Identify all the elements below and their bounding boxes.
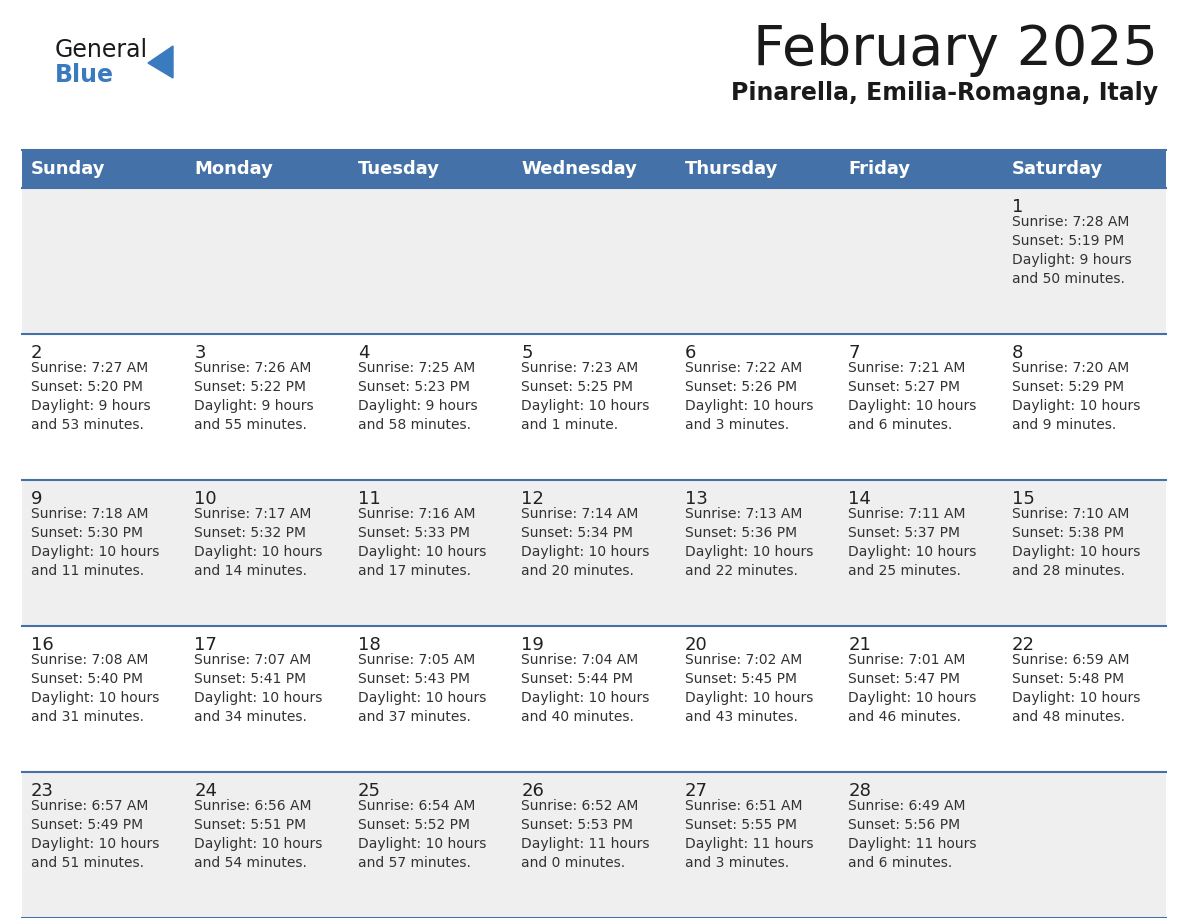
Bar [23, 188, 1165, 334]
Polygon shape [148, 46, 173, 78]
Text: 4: 4 [358, 344, 369, 362]
Text: 16: 16 [31, 636, 53, 654]
Text: 24: 24 [195, 782, 217, 800]
Text: 18: 18 [358, 636, 380, 654]
Text: Sunrise: 7:02 AM
Sunset: 5:45 PM
Daylight: 10 hours
and 43 minutes.: Sunrise: 7:02 AM Sunset: 5:45 PM Dayligh… [684, 653, 813, 724]
Bar [23, 150, 185, 188]
Text: Sunrise: 7:05 AM
Sunset: 5:43 PM
Daylight: 10 hours
and 37 minutes.: Sunrise: 7:05 AM Sunset: 5:43 PM Dayligh… [358, 653, 486, 724]
Text: Sunrise: 7:23 AM
Sunset: 5:25 PM
Daylight: 10 hours
and 1 minute.: Sunrise: 7:23 AM Sunset: 5:25 PM Dayligh… [522, 361, 650, 431]
Text: 3: 3 [195, 344, 206, 362]
Text: Sunrise: 7:17 AM
Sunset: 5:32 PM
Daylight: 10 hours
and 14 minutes.: Sunrise: 7:17 AM Sunset: 5:32 PM Dayligh… [195, 507, 323, 577]
Text: Thursday: Thursday [684, 160, 778, 178]
Text: 5: 5 [522, 344, 532, 362]
Text: 1: 1 [1011, 198, 1023, 216]
Text: February 2025: February 2025 [753, 23, 1158, 77]
Text: Sunrise: 7:21 AM
Sunset: 5:27 PM
Daylight: 10 hours
and 6 minutes.: Sunrise: 7:21 AM Sunset: 5:27 PM Dayligh… [848, 361, 977, 431]
Text: Sunrise: 7:16 AM
Sunset: 5:33 PM
Daylight: 10 hours
and 17 minutes.: Sunrise: 7:16 AM Sunset: 5:33 PM Dayligh… [358, 507, 486, 577]
Text: 28: 28 [848, 782, 871, 800]
Bar [1003, 150, 1165, 188]
Text: Sunrise: 7:28 AM
Sunset: 5:19 PM
Daylight: 9 hours
and 50 minutes.: Sunrise: 7:28 AM Sunset: 5:19 PM Dayligh… [1011, 215, 1131, 285]
Text: 15: 15 [1011, 490, 1035, 508]
Text: Monday: Monday [195, 160, 273, 178]
Bar [512, 150, 676, 188]
Text: Sunday: Sunday [31, 160, 106, 178]
Text: 6: 6 [684, 344, 696, 362]
Text: Wednesday: Wednesday [522, 160, 637, 178]
Text: 26: 26 [522, 782, 544, 800]
Text: 21: 21 [848, 636, 871, 654]
Text: Sunrise: 7:26 AM
Sunset: 5:22 PM
Daylight: 9 hours
and 55 minutes.: Sunrise: 7:26 AM Sunset: 5:22 PM Dayligh… [195, 361, 314, 431]
Text: Sunrise: 7:22 AM
Sunset: 5:26 PM
Daylight: 10 hours
and 3 minutes.: Sunrise: 7:22 AM Sunset: 5:26 PM Dayligh… [684, 361, 813, 431]
Text: Pinarella, Emilia-Romagna, Italy: Pinarella, Emilia-Romagna, Italy [731, 81, 1158, 105]
Text: 22: 22 [1011, 636, 1035, 654]
Text: 19: 19 [522, 636, 544, 654]
Text: Sunrise: 7:08 AM
Sunset: 5:40 PM
Daylight: 10 hours
and 31 minutes.: Sunrise: 7:08 AM Sunset: 5:40 PM Dayligh… [31, 653, 159, 724]
Text: Sunrise: 6:56 AM
Sunset: 5:51 PM
Daylight: 10 hours
and 54 minutes.: Sunrise: 6:56 AM Sunset: 5:51 PM Dayligh… [195, 799, 323, 870]
Text: Sunrise: 7:01 AM
Sunset: 5:47 PM
Daylight: 10 hours
and 46 minutes.: Sunrise: 7:01 AM Sunset: 5:47 PM Dayligh… [848, 653, 977, 724]
Text: 13: 13 [684, 490, 708, 508]
Text: 27: 27 [684, 782, 708, 800]
Bar [23, 334, 1165, 480]
Text: General: General [55, 38, 148, 62]
Bar [23, 626, 1165, 772]
Text: Sunrise: 6:57 AM
Sunset: 5:49 PM
Daylight: 10 hours
and 51 minutes.: Sunrise: 6:57 AM Sunset: 5:49 PM Dayligh… [31, 799, 159, 870]
Text: 17: 17 [195, 636, 217, 654]
Text: Sunrise: 7:11 AM
Sunset: 5:37 PM
Daylight: 10 hours
and 25 minutes.: Sunrise: 7:11 AM Sunset: 5:37 PM Dayligh… [848, 507, 977, 577]
Text: Sunrise: 6:49 AM
Sunset: 5:56 PM
Daylight: 11 hours
and 6 minutes.: Sunrise: 6:49 AM Sunset: 5:56 PM Dayligh… [848, 799, 977, 870]
Text: Sunrise: 6:54 AM
Sunset: 5:52 PM
Daylight: 10 hours
and 57 minutes.: Sunrise: 6:54 AM Sunset: 5:52 PM Dayligh… [358, 799, 486, 870]
Bar [676, 150, 839, 188]
Text: Tuesday: Tuesday [358, 160, 440, 178]
Text: 11: 11 [358, 490, 380, 508]
Text: Sunrise: 7:18 AM
Sunset: 5:30 PM
Daylight: 10 hours
and 11 minutes.: Sunrise: 7:18 AM Sunset: 5:30 PM Dayligh… [31, 507, 159, 577]
Bar [23, 772, 1165, 918]
Text: 23: 23 [31, 782, 53, 800]
Bar [185, 150, 349, 188]
Text: 25: 25 [358, 782, 381, 800]
Text: Sunrise: 7:13 AM
Sunset: 5:36 PM
Daylight: 10 hours
and 22 minutes.: Sunrise: 7:13 AM Sunset: 5:36 PM Dayligh… [684, 507, 813, 577]
Text: 2: 2 [31, 344, 43, 362]
Text: 8: 8 [1011, 344, 1023, 362]
Text: Sunrise: 6:59 AM
Sunset: 5:48 PM
Daylight: 10 hours
and 48 minutes.: Sunrise: 6:59 AM Sunset: 5:48 PM Dayligh… [1011, 653, 1140, 724]
Text: Sunrise: 7:14 AM
Sunset: 5:34 PM
Daylight: 10 hours
and 20 minutes.: Sunrise: 7:14 AM Sunset: 5:34 PM Dayligh… [522, 507, 650, 577]
Text: Saturday: Saturday [1011, 160, 1102, 178]
Text: Sunrise: 7:27 AM
Sunset: 5:20 PM
Daylight: 9 hours
and 53 minutes.: Sunrise: 7:27 AM Sunset: 5:20 PM Dayligh… [31, 361, 151, 431]
Text: Sunrise: 7:25 AM
Sunset: 5:23 PM
Daylight: 9 hours
and 58 minutes.: Sunrise: 7:25 AM Sunset: 5:23 PM Dayligh… [358, 361, 478, 431]
Text: Sunrise: 6:51 AM
Sunset: 5:55 PM
Daylight: 11 hours
and 3 minutes.: Sunrise: 6:51 AM Sunset: 5:55 PM Dayligh… [684, 799, 814, 870]
Bar [839, 150, 1003, 188]
Bar [23, 480, 1165, 626]
Text: 7: 7 [848, 344, 860, 362]
Text: Sunrise: 7:20 AM
Sunset: 5:29 PM
Daylight: 10 hours
and 9 minutes.: Sunrise: 7:20 AM Sunset: 5:29 PM Dayligh… [1011, 361, 1140, 431]
Text: Friday: Friday [848, 160, 910, 178]
Text: Sunrise: 7:04 AM
Sunset: 5:44 PM
Daylight: 10 hours
and 40 minutes.: Sunrise: 7:04 AM Sunset: 5:44 PM Dayligh… [522, 653, 650, 724]
Bar [349, 150, 512, 188]
Text: Sunrise: 7:10 AM
Sunset: 5:38 PM
Daylight: 10 hours
and 28 minutes.: Sunrise: 7:10 AM Sunset: 5:38 PM Dayligh… [1011, 507, 1140, 577]
Text: 12: 12 [522, 490, 544, 508]
Text: 10: 10 [195, 490, 217, 508]
Text: Blue: Blue [55, 63, 114, 87]
Text: 14: 14 [848, 490, 871, 508]
Text: 20: 20 [684, 636, 708, 654]
Text: Sunrise: 7:07 AM
Sunset: 5:41 PM
Daylight: 10 hours
and 34 minutes.: Sunrise: 7:07 AM Sunset: 5:41 PM Dayligh… [195, 653, 323, 724]
Text: 9: 9 [31, 490, 43, 508]
Text: Sunrise: 6:52 AM
Sunset: 5:53 PM
Daylight: 11 hours
and 0 minutes.: Sunrise: 6:52 AM Sunset: 5:53 PM Dayligh… [522, 799, 650, 870]
